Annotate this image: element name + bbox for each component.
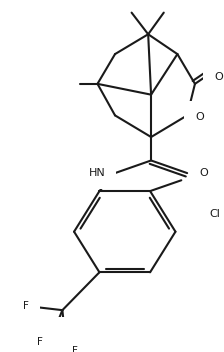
Text: F: F [72,346,78,352]
Text: Cl: Cl [210,209,220,219]
Text: F: F [23,301,29,311]
Text: O: O [200,168,209,178]
Text: O: O [214,71,223,82]
Text: F: F [37,337,43,347]
Text: HN: HN [88,168,105,178]
Text: O: O [195,112,204,122]
